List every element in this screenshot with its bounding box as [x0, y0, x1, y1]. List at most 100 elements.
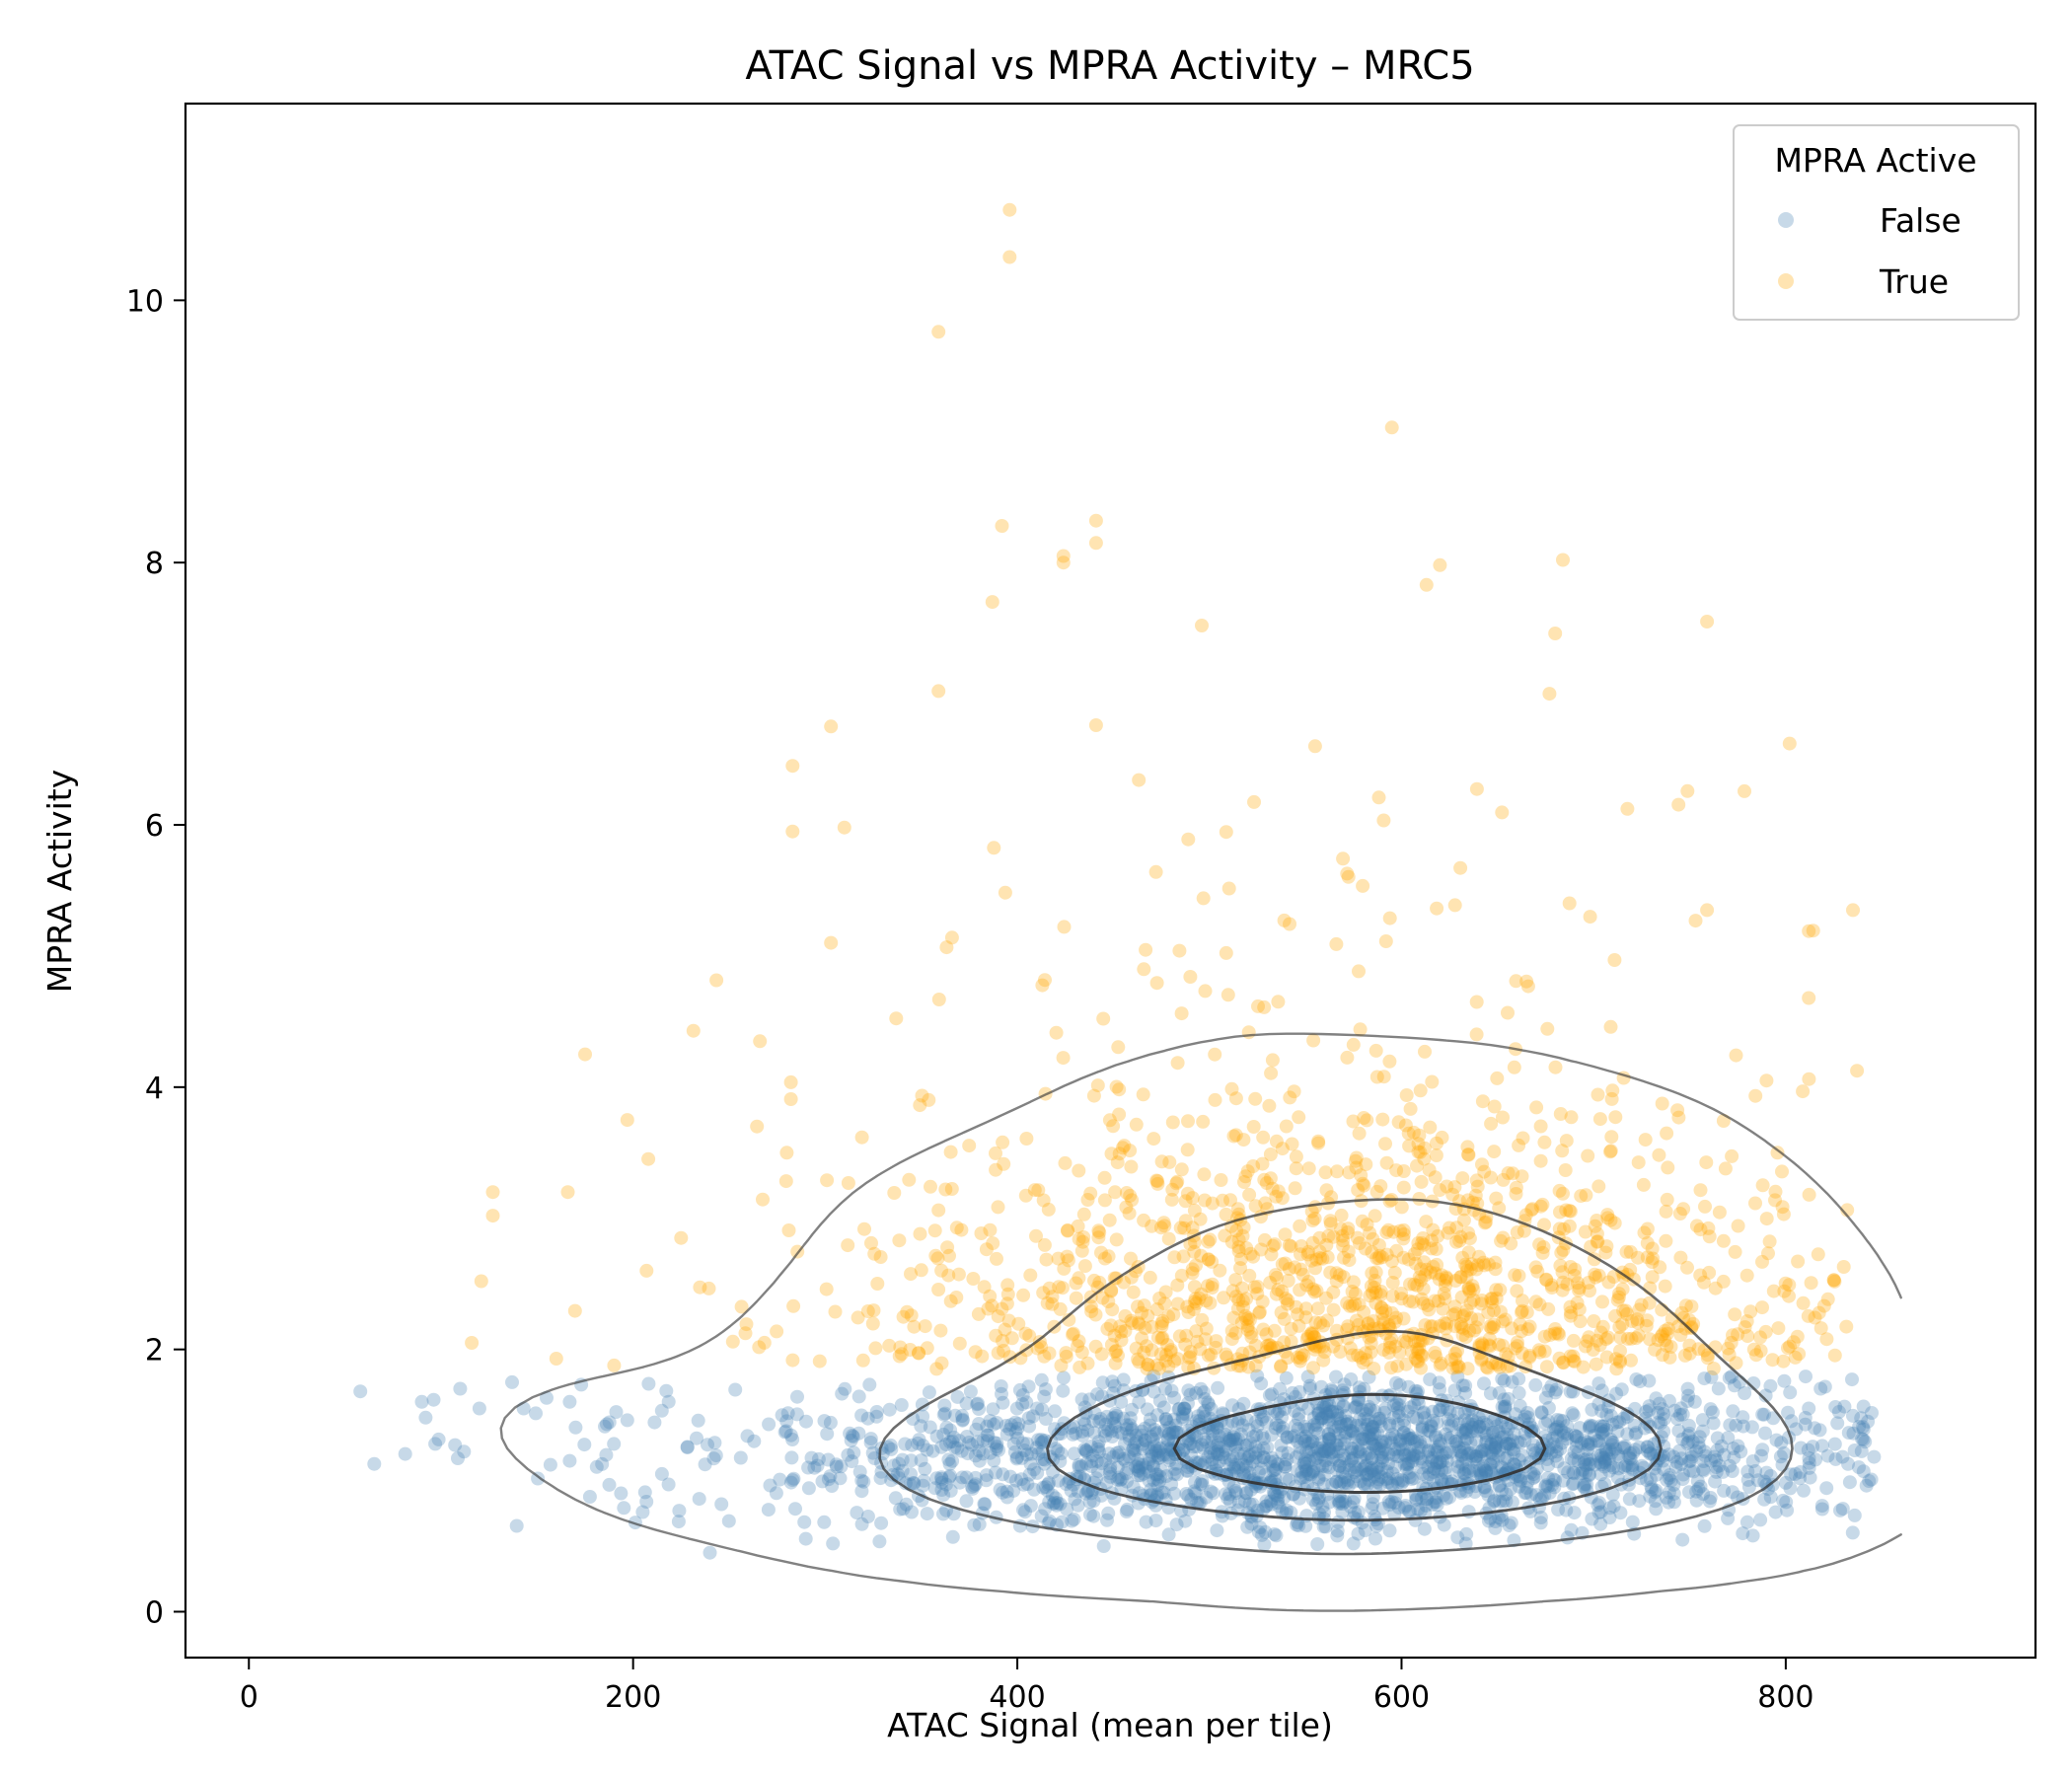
point-false	[1222, 1494, 1237, 1509]
point-false	[1430, 1456, 1443, 1471]
point-false	[1729, 1418, 1743, 1433]
point-true	[1408, 1256, 1423, 1271]
point-false	[1366, 1463, 1380, 1477]
point-false	[1210, 1420, 1224, 1435]
point-false	[1020, 1477, 1035, 1492]
point-false	[1370, 1459, 1385, 1474]
point-false	[1019, 1395, 1034, 1410]
point-true	[1274, 1305, 1289, 1320]
point-true	[1482, 1332, 1497, 1346]
point-true	[1563, 1299, 1578, 1314]
point-false	[1408, 1513, 1423, 1527]
legend-title: MPRA Active	[1774, 141, 1976, 180]
point-false	[1119, 1418, 1134, 1433]
point-true	[1369, 1265, 1383, 1280]
point-true	[1788, 1350, 1803, 1365]
point-false	[1390, 1471, 1405, 1486]
point-false	[1632, 1441, 1647, 1454]
point-false	[1338, 1470, 1353, 1485]
point-true	[1539, 1273, 1554, 1288]
point-false	[1181, 1383, 1196, 1398]
point-false	[762, 1417, 777, 1432]
point-false	[1175, 1411, 1190, 1426]
point-true	[1660, 1126, 1674, 1141]
point-false	[1675, 1432, 1690, 1446]
point-false	[1053, 1497, 1068, 1512]
point-false	[989, 1442, 1003, 1456]
point-false	[1375, 1450, 1390, 1465]
point-true	[1447, 1299, 1462, 1314]
point-false	[1443, 1477, 1458, 1492]
point-false	[1036, 1435, 1051, 1449]
point-false	[1159, 1414, 1174, 1429]
point-false	[1129, 1428, 1144, 1443]
point-false	[1620, 1427, 1635, 1442]
point-false	[1337, 1460, 1352, 1475]
point-false	[1414, 1439, 1429, 1453]
point-false	[1545, 1431, 1560, 1445]
point-true	[1256, 1130, 1271, 1145]
point-false	[1455, 1425, 1470, 1440]
point-false	[1142, 1464, 1156, 1479]
point-false	[1119, 1466, 1134, 1481]
point-false	[1265, 1450, 1279, 1465]
point-false	[1279, 1471, 1294, 1486]
point-false	[1594, 1383, 1609, 1398]
point-false	[1086, 1509, 1101, 1523]
point-false	[1038, 1502, 1053, 1517]
point-false	[1670, 1412, 1684, 1426]
point-false	[1484, 1437, 1499, 1451]
point-false	[1648, 1494, 1663, 1509]
point-false	[1023, 1499, 1038, 1514]
point-false	[505, 1374, 519, 1389]
point-true	[1226, 1310, 1241, 1325]
point-false	[1465, 1413, 1480, 1428]
point-false	[1219, 1487, 1233, 1502]
point-true	[1802, 924, 1816, 938]
point-false	[797, 1515, 812, 1529]
point-false	[1254, 1376, 1269, 1391]
point-true	[924, 1179, 937, 1194]
point-false	[1374, 1434, 1389, 1448]
point-true	[1060, 1249, 1074, 1264]
point-false	[1525, 1443, 1540, 1457]
point-false	[1318, 1519, 1333, 1534]
point-false	[1385, 1466, 1400, 1481]
point-false	[954, 1443, 969, 1458]
point-false	[1238, 1439, 1253, 1453]
point-true	[1292, 1110, 1306, 1125]
point-false	[1578, 1434, 1591, 1448]
point-false	[1597, 1452, 1612, 1467]
point-true	[1269, 1134, 1284, 1148]
point-false	[883, 1438, 898, 1452]
point-true	[1129, 1117, 1144, 1132]
point-true	[674, 1230, 689, 1245]
point-false	[1137, 1466, 1150, 1481]
point-true	[1348, 1296, 1363, 1311]
point-false	[1391, 1442, 1406, 1456]
point-false	[983, 1414, 998, 1429]
point-true	[1170, 1278, 1185, 1293]
point-false	[654, 1403, 669, 1418]
point-true	[1360, 1218, 1374, 1232]
point-false	[1299, 1444, 1314, 1459]
point-false	[1330, 1405, 1345, 1420]
point-true	[1450, 1359, 1465, 1373]
point-true	[1631, 1155, 1646, 1170]
point-false	[1251, 1524, 1266, 1539]
point-false	[1154, 1485, 1169, 1500]
point-false	[904, 1467, 918, 1482]
point-false	[1379, 1472, 1393, 1487]
point-true	[1603, 1145, 1617, 1159]
point-true	[1509, 974, 1523, 989]
point-false	[1147, 1384, 1161, 1399]
point-false	[869, 1409, 884, 1424]
point-false	[1109, 1445, 1124, 1460]
point-false	[1517, 1412, 1531, 1427]
point-true	[1231, 1232, 1246, 1247]
point-true	[873, 1250, 888, 1264]
point-false	[1048, 1404, 1063, 1419]
point-false	[1136, 1457, 1149, 1472]
point-false	[1289, 1450, 1303, 1464]
point-true	[1293, 1283, 1307, 1297]
